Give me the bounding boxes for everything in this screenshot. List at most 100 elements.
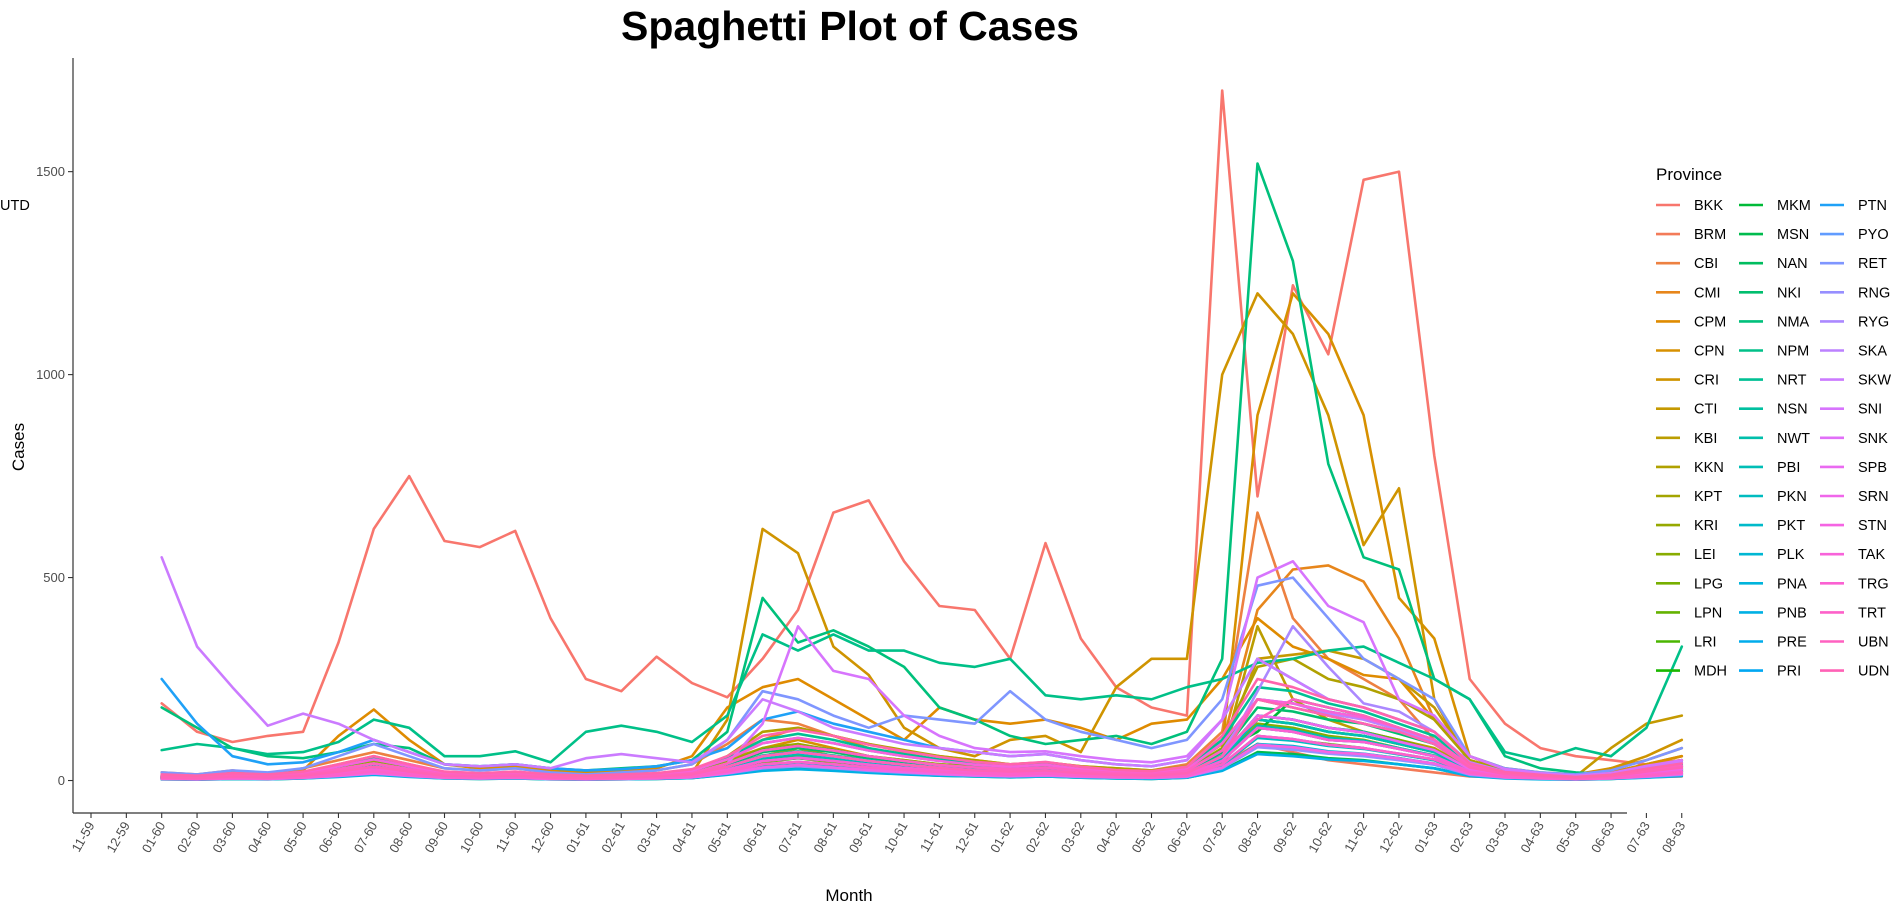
x-tick-label: 09-62 [1270, 819, 1300, 855]
x-tick-label: 04-61 [669, 819, 699, 855]
series-line-cpn [160, 292, 1684, 779]
x-tick-label: 12-60 [528, 819, 558, 855]
x-tick-label: 02-63 [1447, 819, 1477, 855]
legend-label-nwt: NWT [1777, 431, 1810, 447]
legend-label-bkk: BKK [1694, 198, 1723, 214]
x-tick-label: 10-60 [457, 819, 487, 855]
x-tick-label: 02-60 [174, 819, 204, 855]
series-line-ret [160, 576, 1684, 776]
legend-label-udn: UDN [1858, 664, 1889, 680]
legend-title: Province [1656, 165, 1722, 184]
x-tick-label: 06-62 [1164, 819, 1194, 855]
x-tick-label: 07-62 [1199, 819, 1229, 855]
legend-label-utd: UTD [0, 198, 30, 214]
legend-label-kkn: KKN [1694, 460, 1724, 476]
series-line-npm [160, 633, 1684, 764]
legend-label-kpt: KPT [1694, 489, 1722, 505]
series-line-trg [160, 726, 1684, 780]
x-tick-label: 07-61 [775, 819, 805, 855]
legend-label-ubn: UBN [1858, 635, 1889, 651]
legend-label-pri: PRI [1777, 664, 1801, 680]
chart-title: Spaghetti Plot of Cases [621, 3, 1079, 49]
x-tick-label: 04-62 [1093, 819, 1123, 855]
legend-label-nan: NAN [1777, 256, 1808, 272]
x-tick-label: 03-63 [1482, 819, 1512, 855]
x-tick-label: 08-63 [1659, 819, 1689, 855]
x-tick-label: 04-60 [245, 819, 275, 855]
x-tick-label: 05-62 [1128, 819, 1158, 855]
legend-label-nma: NMA [1777, 314, 1810, 330]
legend-label-ptn: PTN [1858, 198, 1887, 214]
legend-label-pna: PNA [1777, 576, 1807, 592]
x-tick-label: 06-63 [1588, 819, 1618, 855]
x-tick-label: 01-61 [563, 819, 593, 855]
x-tick-label: 08-61 [810, 819, 840, 855]
legend-label-kri: KRI [1694, 518, 1718, 534]
x-tick-label: 01-60 [139, 819, 169, 855]
x-tick-label: 11-61 [917, 819, 946, 854]
x-tick-label: 03-61 [634, 819, 664, 855]
legend-label-pre: PRE [1777, 635, 1807, 651]
legend-label-nsn: NSN [1777, 402, 1808, 418]
x-tick-label: 07-63 [1623, 819, 1653, 855]
series-line-ubn [160, 697, 1684, 779]
legend-label-lpn: LPN [1694, 605, 1722, 621]
x-tick-label: 04-63 [1517, 819, 1547, 855]
x-axis-title: Month [825, 886, 872, 905]
x-tick-label: 12-61 [952, 819, 982, 855]
x-tick-label: 09-60 [421, 819, 451, 855]
legend-label-spb: SPB [1858, 460, 1887, 476]
series-line-nma [160, 162, 1684, 776]
x-tick-label: 05-63 [1553, 819, 1583, 855]
x-tick-label: 11-62 [1341, 819, 1370, 854]
legend-label-mkm: MKM [1777, 198, 1811, 214]
legend-items: BKK BRM CBI CMI CPM CPN CRI CTI KBI KKN KPT KRI LEI L… [0, 198, 1891, 680]
x-tick-label: 10-62 [1305, 819, 1335, 855]
legend-label-pbi: PBI [1777, 460, 1800, 476]
x-tick-label: 10-61 [881, 819, 911, 855]
legend-label-ret: RET [1858, 256, 1887, 272]
legend-label-pkt: PKT [1777, 518, 1805, 534]
y-tick-label: 1000 [36, 367, 65, 382]
series-line-bkk [160, 89, 1684, 766]
x-tick-label: 11-60 [493, 819, 522, 854]
legend: Province BKK BRM CBI CMI CPM CPN CRI CTI KBI KKN K… [0, 165, 1891, 680]
legend-label-msn: MSN [1777, 227, 1809, 243]
x-tick-label: 12-62 [1376, 819, 1406, 855]
x-tick-label: 06-61 [740, 819, 770, 855]
legend-label-snk: SNK [1858, 431, 1888, 447]
legend-label-nrt: NRT [1777, 373, 1807, 389]
legend-label-pyo: PYO [1858, 227, 1889, 243]
legend-label-srn: SRN [1858, 489, 1889, 505]
x-tick-label: 05-60 [280, 819, 310, 855]
series-lines [160, 89, 1684, 782]
legend-label-trt: TRT [1858, 605, 1886, 621]
legend-label-pkn: PKN [1777, 489, 1807, 505]
legend-label-stn: STN [1858, 518, 1887, 534]
x-tick-label: 02-61 [598, 819, 628, 855]
legend-label-lei: LEI [1694, 547, 1716, 563]
x-tick-label: 05-61 [704, 819, 734, 855]
legend-label-lpg: LPG [1694, 576, 1723, 592]
y-axis-ticks: 0 500 1000 1500 [36, 164, 73, 788]
series-line-utd [160, 677, 1684, 779]
x-tick-label: 01-63 [1411, 819, 1441, 855]
x-axis-ticks: 11-59 12-59 01-60 02-60 03-60 04-60 05-60 06-60… [68, 813, 1688, 855]
legend-label-nki: NKI [1777, 285, 1801, 301]
y-tick-label: 500 [43, 570, 65, 585]
x-tick-label: 09-61 [846, 819, 876, 855]
x-tick-label: 08-60 [386, 819, 416, 855]
legend-label-ryg: RYG [1858, 314, 1889, 330]
x-tick-label: 02-62 [1022, 819, 1052, 855]
legend-label-npm: NPM [1777, 344, 1809, 360]
legend-label-kbi: KBI [1694, 431, 1717, 447]
legend-label-cbi: CBI [1694, 256, 1718, 272]
legend-label-cti: CTI [1694, 402, 1717, 418]
legend-label-plk: PLK [1777, 547, 1805, 563]
legend-label-mdh: MDH [1694, 664, 1727, 680]
x-tick-label: 03-62 [1058, 819, 1088, 855]
legend-label-lri: LRI [1694, 635, 1717, 651]
legend-label-trg: TRG [1858, 576, 1889, 592]
